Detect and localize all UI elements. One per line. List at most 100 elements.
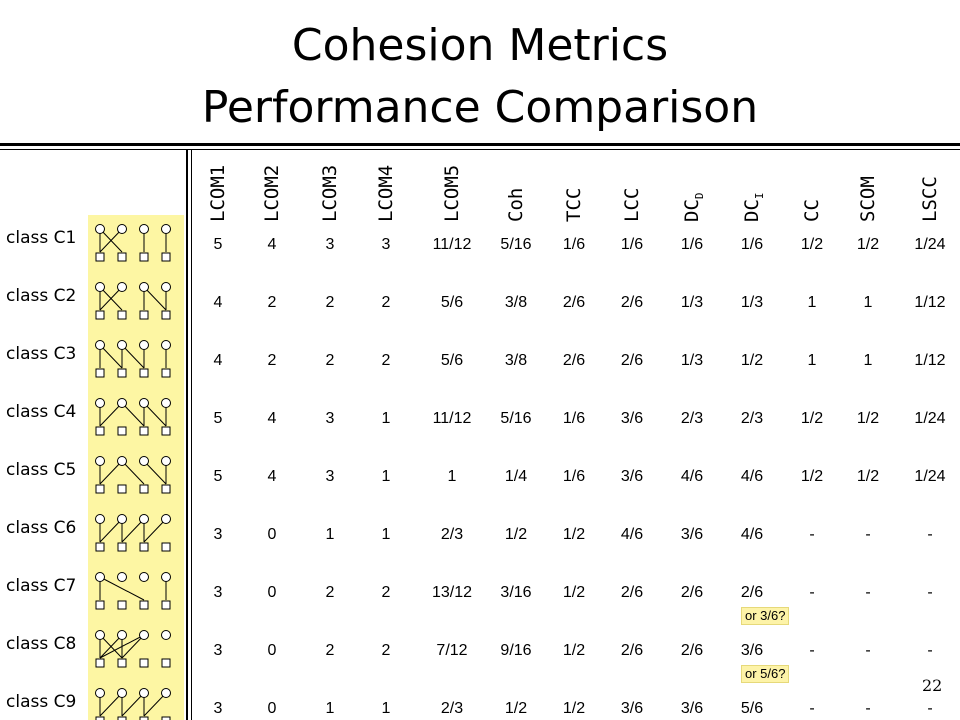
method-node xyxy=(161,456,171,466)
table-cell: 1 xyxy=(863,294,873,311)
table-cell: 2/6 xyxy=(740,584,764,601)
attribute-node xyxy=(161,252,171,262)
column-header-12: LSCC xyxy=(919,176,941,222)
table-divider xyxy=(186,150,188,720)
attribute-node xyxy=(95,484,105,494)
table-cell: 1/12 xyxy=(914,294,946,311)
column-header-6: TCC xyxy=(563,188,585,222)
table-cell: 1 xyxy=(863,352,873,369)
table-cell: 3/16 xyxy=(500,584,532,601)
column-header-text: LCOM4 xyxy=(375,164,397,222)
table-cell: 2/6 xyxy=(562,294,586,311)
attribute-node xyxy=(139,368,149,378)
table-cell: 3 xyxy=(213,642,223,659)
table-cell: 5/6 xyxy=(440,294,464,311)
table-cell: - xyxy=(927,584,933,601)
method-node xyxy=(95,282,105,292)
table-cell: 11/12 xyxy=(432,236,472,253)
method-node xyxy=(117,224,127,234)
method-node xyxy=(161,340,171,350)
diagram-edge xyxy=(143,692,167,717)
title-rule-thin xyxy=(0,149,960,150)
diagram-edge xyxy=(99,634,123,659)
table-cell: - xyxy=(865,584,871,601)
diagram-edge xyxy=(99,460,123,485)
attribute-node xyxy=(139,426,149,436)
column-header-3: LCOM4 xyxy=(375,165,397,222)
table-cell: 1/24 xyxy=(914,236,946,253)
table-cell: 4/6 xyxy=(620,526,644,543)
column-header-subscript: I xyxy=(752,192,766,200)
method-node xyxy=(139,398,149,408)
table-cell: 5/6 xyxy=(740,700,764,717)
table-cell: 2/6 xyxy=(620,584,644,601)
method-node xyxy=(117,688,127,698)
attribute-node xyxy=(161,658,171,668)
table-cell: 2 xyxy=(381,352,391,369)
attribute-node xyxy=(161,426,171,436)
table-cell: 1/2 xyxy=(856,468,880,485)
method-node xyxy=(95,630,105,640)
table-cell: - xyxy=(927,526,933,543)
attribute-node xyxy=(95,426,105,436)
column-header-text: LCC xyxy=(621,187,643,222)
table-cell: 3 xyxy=(325,410,335,427)
slide-title-line-2: Performance Comparison xyxy=(201,82,759,133)
table-cell: 0 xyxy=(267,642,277,659)
row-label: class C1 xyxy=(6,228,77,248)
table-cell: 3 xyxy=(325,468,335,485)
attribute-node xyxy=(95,600,105,610)
column-header-text: TCC xyxy=(563,187,585,222)
table-cell: 1/2 xyxy=(562,584,586,601)
column-header-5: Coh xyxy=(505,188,527,222)
table-cell: 3/6 xyxy=(680,700,704,717)
row-label: class C4 xyxy=(6,402,77,422)
diagram-edge xyxy=(143,518,167,543)
diagram-edge xyxy=(121,402,145,427)
table-cell: 5 xyxy=(213,468,223,485)
column-header-1: LCOM2 xyxy=(261,165,283,222)
attribute-node xyxy=(95,542,105,552)
table-cell: 1/6 xyxy=(620,236,644,253)
table-cell: 5/6 xyxy=(440,352,464,369)
row-label: class C8 xyxy=(6,634,77,654)
table-cell: 3 xyxy=(213,700,223,717)
table-cell: 5 xyxy=(213,236,223,253)
attribute-node xyxy=(161,542,171,552)
table-cell: 7/12 xyxy=(436,642,468,659)
row-label: class C3 xyxy=(6,344,77,364)
table-cell: 3/6 xyxy=(620,700,644,717)
method-node xyxy=(161,688,171,698)
table-cell: 5/16 xyxy=(500,410,532,427)
table-cell: 1/2 xyxy=(504,526,528,543)
attribute-node xyxy=(161,716,171,720)
table-cell: - xyxy=(927,700,933,717)
column-header-text: LCOM3 xyxy=(319,164,341,222)
diagram-edge xyxy=(99,228,123,253)
diagram-edge xyxy=(99,576,145,601)
column-header-text: LCOM1 xyxy=(207,164,229,222)
method-node xyxy=(139,456,149,466)
table-cell: 2/6 xyxy=(680,642,704,659)
table-cell: 2/3 xyxy=(440,526,464,543)
table-cell: 2 xyxy=(381,642,391,659)
table-divider-thin xyxy=(191,150,192,720)
table-cell: - xyxy=(865,700,871,717)
attribute-node xyxy=(139,252,149,262)
table-cell: 2/3 xyxy=(740,410,764,427)
method-node xyxy=(95,456,105,466)
attribute-node xyxy=(139,658,149,668)
column-header-10: CC xyxy=(801,199,823,222)
table-cell: 1/2 xyxy=(856,410,880,427)
row-label: class C5 xyxy=(6,460,77,480)
method-node xyxy=(139,572,149,582)
method-node xyxy=(117,456,127,466)
row-label: class C6 xyxy=(6,518,77,538)
attribute-node xyxy=(95,310,105,320)
table-cell: 0 xyxy=(267,526,277,543)
table-cell: 1/2 xyxy=(562,700,586,717)
attribute-node xyxy=(95,716,105,720)
table-cell: 1/3 xyxy=(740,294,764,311)
column-header-text: CC xyxy=(801,199,823,222)
method-node xyxy=(161,398,171,408)
